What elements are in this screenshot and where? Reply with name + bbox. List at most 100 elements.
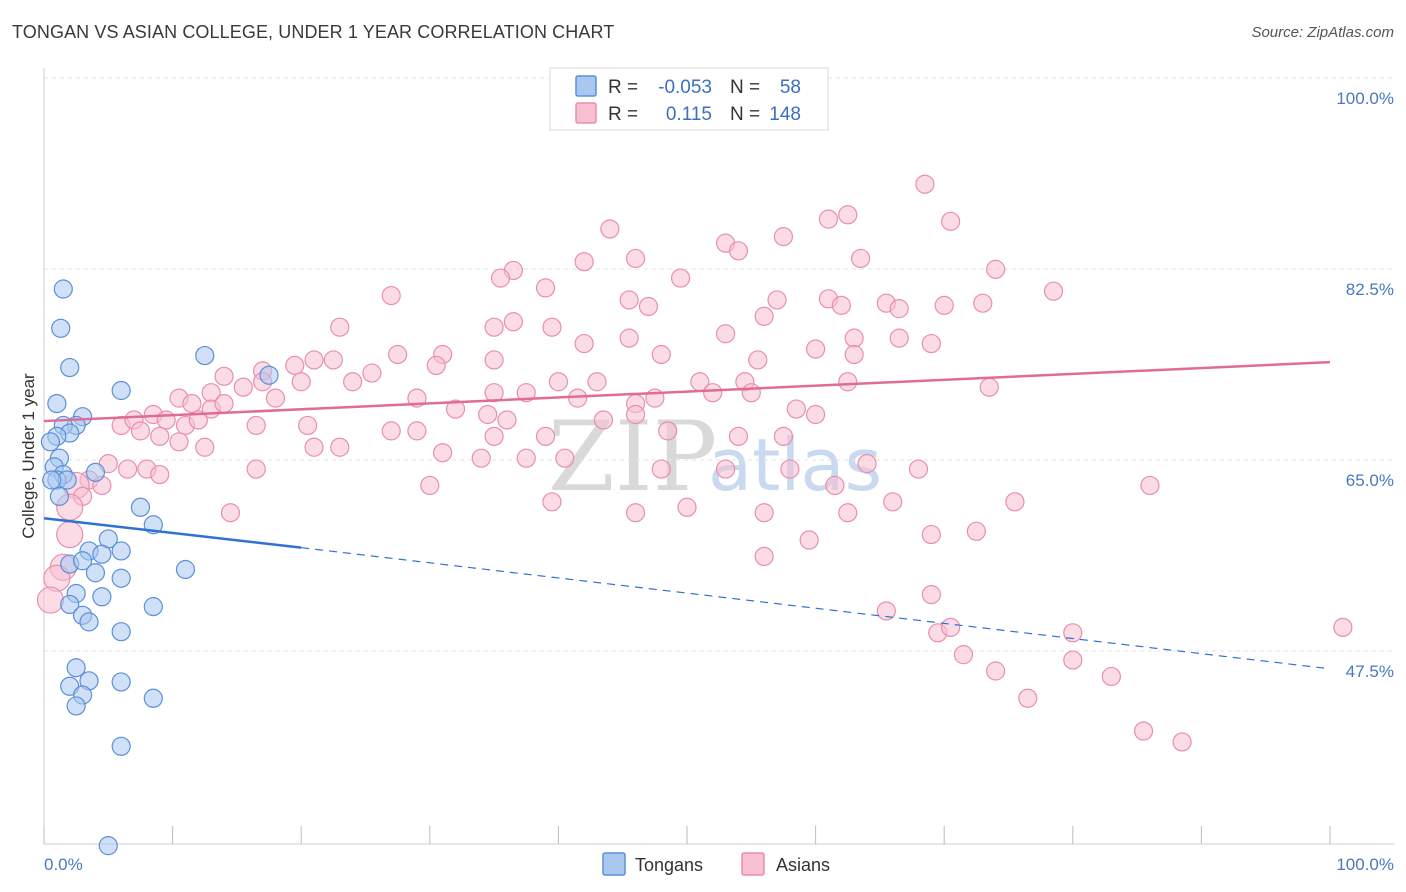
asians-point <box>805 404 826 425</box>
tongans-point <box>111 541 131 561</box>
asians-point <box>330 437 350 457</box>
asians-point <box>484 426 504 446</box>
asians-point <box>818 209 839 229</box>
asians-point <box>754 306 774 326</box>
asians-point <box>478 404 498 425</box>
asians-point <box>150 426 170 446</box>
tongans-point <box>51 318 71 338</box>
asians-point <box>638 296 659 317</box>
asians-point <box>388 344 408 365</box>
x-tick-label-min: 0.0% <box>44 855 83 874</box>
asians-trend-line <box>43 360 1331 423</box>
asians-point <box>490 268 511 288</box>
asians-point <box>182 394 202 414</box>
legend-n-value-tongans: 58 <box>780 77 801 98</box>
asians-point <box>169 432 189 452</box>
asians-point <box>921 524 941 545</box>
asians-point <box>1172 732 1192 752</box>
legend-r-value-tongans: -0.053 <box>658 77 712 98</box>
asians-point <box>516 383 536 403</box>
tongans-points <box>40 279 279 856</box>
asians-point <box>670 268 691 288</box>
asians-point <box>773 227 794 247</box>
asians-point <box>838 205 858 225</box>
asians-point <box>542 492 562 512</box>
asians-point <box>857 454 877 474</box>
bottom-legend-swatch-tongans <box>602 852 626 876</box>
asians-point <box>1005 492 1025 512</box>
asians-point <box>703 383 723 403</box>
asians-point <box>188 410 208 430</box>
asians-point <box>780 459 800 479</box>
asians-point <box>677 497 697 517</box>
tongans-point <box>49 486 70 506</box>
asians-point <box>786 399 806 419</box>
asians-point <box>535 426 556 446</box>
asians-point <box>600 219 620 239</box>
asians-point <box>754 503 774 523</box>
asians-point <box>625 503 646 523</box>
tongans-point <box>66 696 86 716</box>
tongans-point <box>111 736 131 756</box>
tongans-point <box>175 559 196 580</box>
asians-point <box>979 377 999 397</box>
asians-point <box>658 421 678 441</box>
asians-point <box>773 426 794 446</box>
asians-point <box>156 410 176 430</box>
asians-point <box>619 328 639 348</box>
asians-point <box>214 394 234 414</box>
bottom-legend-swatch-asians <box>741 852 765 876</box>
asians-point <box>130 421 151 441</box>
asians-point <box>1063 623 1083 643</box>
asians-point <box>381 421 401 441</box>
asians-point <box>265 388 286 408</box>
asians-point <box>246 415 266 436</box>
gridlines <box>44 77 1394 652</box>
asians-point <box>1043 281 1064 301</box>
asians-point <box>741 383 761 403</box>
asians-point <box>767 290 787 310</box>
asians-point <box>625 248 646 269</box>
asians-point <box>343 372 363 392</box>
tongans-point <box>195 345 215 366</box>
source-credit: Source: ZipAtlas.com <box>1251 24 1394 41</box>
asians-point <box>117 459 138 479</box>
asians-point <box>921 584 941 605</box>
asians-point <box>484 350 504 370</box>
asians-point <box>36 586 65 614</box>
tongans-point <box>92 544 112 564</box>
asians-point <box>426 355 446 375</box>
chart-title: TONGAN VS ASIAN COLLEGE, UNDER 1 YEAR CO… <box>12 22 615 42</box>
tongans-point <box>85 462 106 482</box>
asians-point <box>497 410 517 430</box>
asians-point <box>304 437 324 457</box>
y-tick-labels: 100.0% 82.5% 65.0% 47.5% <box>1336 89 1394 681</box>
asians-point <box>934 295 954 315</box>
asians-point <box>1333 617 1353 637</box>
bottom-legend-label-asians: Asians <box>776 855 830 875</box>
asians-point <box>953 645 974 665</box>
asians-point <box>883 492 903 512</box>
asians-point <box>986 259 1006 279</box>
asians-point <box>651 459 671 479</box>
legend-r-label-tongans: R = <box>608 77 638 98</box>
tongans-point <box>85 563 106 583</box>
asians-point <box>851 248 871 269</box>
tongans-point <box>72 551 93 571</box>
asians-point <box>233 377 253 397</box>
asians-point <box>574 333 594 354</box>
bottom-legend-label-tongans: Tongans <box>635 855 703 875</box>
asians-point <box>381 285 401 306</box>
legend-n-label-asians: N = <box>730 104 760 125</box>
asians-point <box>1140 475 1160 496</box>
x-tick-marks <box>43 826 1331 844</box>
tongans-point <box>130 497 151 517</box>
asians-point <box>973 293 993 313</box>
tongans-trend-line <box>43 516 302 549</box>
asians-point <box>484 317 504 337</box>
asians-point <box>323 350 343 370</box>
asians-point <box>844 344 864 365</box>
asians-point <box>838 372 858 392</box>
asians-point <box>728 241 749 261</box>
tongans-point <box>111 568 131 588</box>
